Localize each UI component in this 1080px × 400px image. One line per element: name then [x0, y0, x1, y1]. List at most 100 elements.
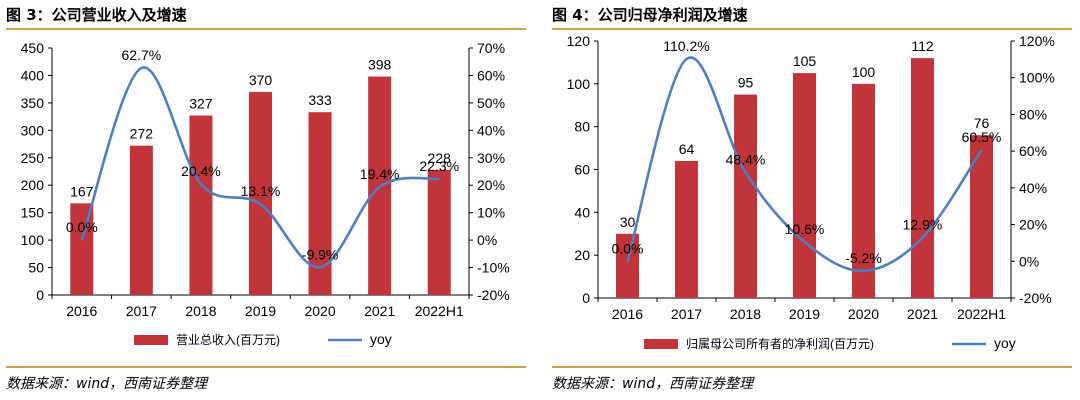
bar-value-label: 64: [679, 141, 695, 157]
bar-value-label: 76: [974, 115, 990, 131]
bar-value-label: 272: [130, 126, 154, 142]
x-tick-label: 2019: [789, 306, 820, 322]
bar-2021: [911, 58, 934, 298]
bar-2019: [793, 73, 816, 298]
y-left-tick-label: 40: [574, 204, 590, 220]
y-left-tick-label: 50: [28, 260, 44, 276]
x-tick-label: 2022H1: [415, 303, 464, 319]
figure-title: 图 3：公司营业收入及增速: [6, 6, 187, 24]
bar-value-label: 100: [852, 64, 876, 80]
y-left-tick-label: 20: [574, 247, 590, 263]
x-tick-label: 2021: [364, 303, 395, 319]
y-right-tick-label: -20%: [1019, 290, 1052, 306]
y-right-tick-label: 0%: [1019, 253, 1039, 269]
x-tick-label: 2021: [907, 306, 938, 322]
source-note: 数据来源：wind，西南证券整理: [6, 376, 208, 392]
bar-value-label: 105: [793, 53, 817, 69]
x-tick-label: 2016: [612, 306, 643, 322]
x-tick-label: 2016: [66, 303, 97, 319]
bar-value-label: 95: [738, 75, 754, 91]
y-left-tick-label: 60: [574, 162, 590, 178]
legend-line-label: yoy: [370, 331, 392, 347]
yoy-value-label: -5.2%: [845, 250, 882, 266]
x-tick-label: 2022H1: [957, 306, 1006, 322]
yoy-value-label: 13.1%: [241, 183, 281, 199]
legend-bar-swatch: [134, 335, 168, 345]
bar-value-label: 30: [620, 214, 636, 230]
yoy-line: [626, 56, 983, 273]
yoy-value-label: 48.4%: [726, 151, 766, 167]
y-left-tick-label: 250: [21, 150, 45, 166]
y-right-tick-label: 60%: [477, 67, 505, 83]
figure-revenue-panel: 图 3：公司营业收入及增速 0 50 100 150 200 250 300 350 400 45…: [6, 0, 536, 400]
x-tick-label: 2018: [185, 303, 216, 319]
bar-2019: [249, 91, 272, 296]
bar-2016: [616, 233, 639, 298]
bar-2017: [675, 160, 698, 298]
bar-2022H1: [970, 135, 993, 298]
bar-value-label: 112: [911, 38, 934, 54]
y-right-tick-label: 30%: [477, 150, 505, 166]
figure-profit-panel: 图 4：公司归母净利润及增速 0 20 40 60 80 100 120 -20% 0% 20% 4…: [552, 0, 1080, 400]
source-rule: [552, 366, 1072, 368]
yoy-value-label: 19.4%: [360, 166, 400, 182]
y-left-tick-label: 200: [21, 177, 45, 193]
y-left-tick-label: 100: [21, 232, 45, 248]
bar-value-label: 228: [428, 150, 452, 166]
yoy-value-label: 12.9%: [903, 217, 943, 233]
y-left-tick-label: 300: [21, 122, 45, 138]
y-right-tick-label: 50%: [477, 95, 505, 111]
source-note: 数据来源：wind，西南证券整理: [552, 376, 754, 392]
y-right-tick-label: 80%: [1019, 106, 1047, 122]
figure-title: 图 4：公司归母净利润及增速: [552, 6, 748, 24]
y-right-tick-label: -20%: [477, 287, 510, 303]
bar-2018: [189, 115, 213, 295]
yoy-value-label: -9.9%: [302, 246, 339, 262]
y-right-tick-label: 10%: [477, 205, 505, 221]
y-right-tick-label: 40%: [1019, 180, 1047, 196]
y-left-tick-label: 350: [21, 95, 45, 111]
legend-bar-label: 营业总收入(百万元): [176, 333, 280, 347]
revenue-chart: 0 50 100 150 200 250 300 350 400 450 -20% -10% 0% 10%…: [21, 40, 510, 347]
yoy-value-label: 62.7%: [122, 47, 162, 63]
y-left-tick-label: 0: [36, 287, 44, 303]
x-tick-label: 2017: [671, 306, 702, 322]
bar-2020: [308, 112, 332, 295]
y-left-tick-label: 80: [574, 119, 590, 135]
legend-bar-swatch: [644, 339, 678, 349]
x-tick-label: 2020: [304, 303, 335, 319]
yoy-line: [80, 66, 440, 269]
bar-value-label: 370: [249, 72, 273, 88]
bar-2018: [734, 94, 757, 298]
y-right-tick-label: 100%: [1019, 70, 1055, 86]
y-left-tick-label: 150: [21, 205, 45, 221]
bar-value-label: 167: [70, 183, 94, 199]
y-left-tick-label: 100: [567, 76, 591, 92]
x-tick-label: 2017: [126, 303, 157, 319]
source-rule: [6, 366, 526, 368]
yoy-value-label: 10.6%: [785, 221, 825, 237]
y-right-tick-label: -10%: [477, 260, 510, 276]
yoy-value-label: 60.5%: [962, 129, 1002, 145]
yoy-value-label: 0.0%: [612, 240, 644, 256]
y-right-tick-label: 20%: [1019, 217, 1047, 233]
y-left-tick-label: 400: [21, 67, 45, 83]
y-right-tick-label: 0%: [477, 232, 497, 248]
y-right-tick-label: 60%: [1019, 143, 1047, 159]
yoy-value-label: 0.0%: [66, 219, 98, 235]
bar-value-label: 327: [189, 96, 213, 112]
bar-value-label: 333: [308, 92, 332, 108]
bar-value-label: 398: [368, 57, 392, 73]
x-tick-label: 2018: [730, 306, 761, 322]
bar-2017: [129, 145, 153, 295]
yoy-value-label: 110.2%: [663, 38, 709, 54]
y-left-tick-label: 0: [582, 290, 590, 306]
yoy-value-label: 20.4%: [181, 163, 221, 179]
y-right-tick-label: 120%: [1019, 33, 1055, 49]
bar-2016: [70, 203, 94, 295]
y-left-tick-label: 120: [567, 33, 591, 49]
y-right-tick-label: 20%: [477, 177, 505, 193]
x-tick-label: 2019: [245, 303, 276, 319]
legend-line-label: yoy: [994, 335, 1016, 351]
y-right-tick-label: 40%: [477, 122, 505, 138]
